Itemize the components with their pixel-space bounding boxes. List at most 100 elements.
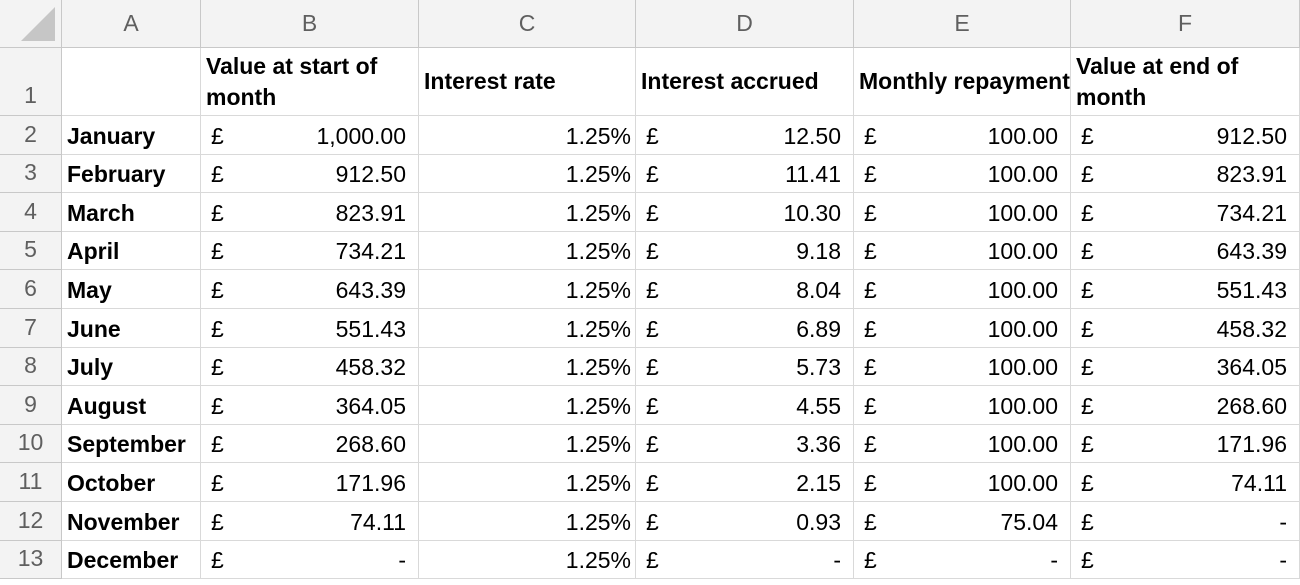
interest-accrued-cell[interactable]: £6.89	[636, 308, 854, 348]
end-value-cell[interactable]: £364.05	[1071, 347, 1300, 387]
start-value-cell[interactable]: £458.32	[201, 347, 419, 387]
start-value-cell[interactable]: £551.43	[201, 308, 419, 348]
header-interest-accrued[interactable]: Interest accrued	[636, 48, 854, 116]
start-value-cell[interactable]: £643.39	[201, 270, 419, 309]
month-cell[interactable]: May	[62, 270, 201, 309]
interest-accrued-cell[interactable]: £8.04	[636, 270, 854, 309]
repayment-cell[interactable]: £100.00	[854, 270, 1071, 309]
row-header-2[interactable]: 2	[0, 116, 62, 155]
row-header-10[interactable]: 10	[0, 424, 62, 464]
repayment-cell[interactable]: £100.00	[854, 116, 1071, 155]
month-cell[interactable]: June	[62, 308, 201, 348]
start-value-cell[interactable]: £912.50	[201, 154, 419, 194]
repayment-cell[interactable]: £100.00	[854, 463, 1071, 502]
interest-rate-cell[interactable]: 1.25%	[419, 154, 636, 194]
end-value-cell[interactable]: £551.43	[1071, 270, 1300, 309]
row-header-8[interactable]: 8	[0, 347, 62, 387]
month-cell[interactable]: August	[62, 386, 201, 425]
month-cell[interactable]: July	[62, 347, 201, 387]
header-end-value[interactable]: Value at end of month	[1071, 48, 1300, 116]
month-cell[interactable]: November	[62, 501, 201, 541]
header-interest-rate[interactable]: Interest rate	[419, 48, 636, 116]
repayment-cell[interactable]: £100.00	[854, 231, 1071, 271]
month-cell[interactable]: April	[62, 231, 201, 271]
start-value-cell[interactable]: £823.91	[201, 193, 419, 232]
end-value-cell[interactable]: £74.11	[1071, 463, 1300, 502]
end-value-cell[interactable]: £458.32	[1071, 308, 1300, 348]
row-header-11[interactable]: 11	[0, 463, 62, 502]
interest-rate-cell[interactable]: 1.25%	[419, 193, 636, 232]
row-header-7[interactable]: 7	[0, 308, 62, 348]
end-value-cell[interactable]: £823.91	[1071, 154, 1300, 194]
interest-rate-cell[interactable]: 1.25%	[419, 386, 636, 425]
cell-a1[interactable]	[62, 48, 201, 116]
row-header-3[interactable]: 3	[0, 154, 62, 194]
end-value-cell[interactable]: £912.50	[1071, 116, 1300, 155]
interest-rate-cell[interactable]: 1.25%	[419, 501, 636, 541]
currency-symbol: £	[1081, 508, 1094, 535]
repayment-cell[interactable]: £ -	[854, 540, 1071, 580]
repayment-cell[interactable]: £100.00	[854, 308, 1071, 348]
month-cell[interactable]: October	[62, 463, 201, 502]
interest-rate-cell[interactable]: 1.25%	[419, 308, 636, 348]
interest-accrued-cell[interactable]: £12.50	[636, 116, 854, 155]
end-value-cell[interactable]: £171.96	[1071, 424, 1300, 464]
row-header-13[interactable]: 13	[0, 540, 62, 580]
interest-accrued-cell[interactable]: £11.41	[636, 154, 854, 194]
currency-symbol: £	[646, 431, 659, 458]
start-value-cell[interactable]: £1,000.00	[201, 116, 419, 155]
repayment-cell[interactable]: £100.00	[854, 424, 1071, 464]
month-cell[interactable]: February	[62, 154, 201, 194]
interest-rate-cell[interactable]: 1.25%	[419, 347, 636, 387]
column-header-a[interactable]: A	[62, 0, 201, 48]
end-value-cell[interactable]: £ -	[1071, 501, 1300, 541]
row-header-4[interactable]: 4	[0, 193, 62, 232]
interest-accrued-cell[interactable]: £9.18	[636, 231, 854, 271]
header-start-value[interactable]: Value at start of month	[201, 48, 419, 116]
interest-accrued-cell[interactable]: £4.55	[636, 386, 854, 425]
row-header-5[interactable]: 5	[0, 231, 62, 271]
start-value-cell[interactable]: £171.96	[201, 463, 419, 502]
start-value-cell[interactable]: £734.21	[201, 231, 419, 271]
month-cell[interactable]: March	[62, 193, 201, 232]
repayment-cell[interactable]: £100.00	[854, 386, 1071, 425]
interest-rate-cell[interactable]: 1.25%	[419, 540, 636, 580]
month-cell[interactable]: January	[62, 116, 201, 155]
start-value-cell[interactable]: £268.60	[201, 424, 419, 464]
repayment-cell[interactable]: £100.00	[854, 154, 1071, 194]
end-value-cell[interactable]: £268.60	[1071, 386, 1300, 425]
column-header-e[interactable]: E	[854, 0, 1071, 48]
column-header-b[interactable]: B	[201, 0, 419, 48]
interest-accrued-cell[interactable]: £ -	[636, 540, 854, 580]
interest-rate-cell[interactable]: 1.25%	[419, 231, 636, 271]
end-value-cell[interactable]: £734.21	[1071, 193, 1300, 232]
start-value-cell[interactable]: £364.05	[201, 386, 419, 425]
interest-rate-cell[interactable]: 1.25%	[419, 424, 636, 464]
row-header-9[interactable]: 9	[0, 386, 62, 425]
interest-rate-cell[interactable]: 1.25%	[419, 270, 636, 309]
end-value-cell[interactable]: £ -	[1071, 540, 1300, 580]
start-value-cell[interactable]: £ -	[201, 540, 419, 580]
row-header-1[interactable]: 1	[0, 48, 62, 116]
interest-rate-cell[interactable]: 1.25%	[419, 116, 636, 155]
row-header-12[interactable]: 12	[0, 501, 62, 541]
month-cell[interactable]: December	[62, 540, 201, 580]
repayment-cell[interactable]: £100.00	[854, 347, 1071, 387]
interest-rate-cell[interactable]: 1.25%	[419, 463, 636, 502]
interest-accrued-cell[interactable]: £0.93	[636, 501, 854, 541]
interest-accrued-cell[interactable]: £3.36	[636, 424, 854, 464]
column-header-c[interactable]: C	[419, 0, 636, 48]
interest-accrued-cell[interactable]: £2.15	[636, 463, 854, 502]
month-cell[interactable]: September	[62, 424, 201, 464]
end-value-cell[interactable]: £643.39	[1071, 231, 1300, 271]
header-monthly-repayment[interactable]: Monthly repayment	[854, 48, 1071, 116]
select-all-corner[interactable]	[0, 0, 62, 48]
row-header-6[interactable]: 6	[0, 270, 62, 309]
column-header-f[interactable]: F	[1071, 0, 1300, 48]
repayment-cell[interactable]: £75.04	[854, 501, 1071, 541]
start-value-cell[interactable]: £74.11	[201, 501, 419, 541]
interest-accrued-cell[interactable]: £5.73	[636, 347, 854, 387]
interest-accrued-cell[interactable]: £10.30	[636, 193, 854, 232]
repayment-cell[interactable]: £100.00	[854, 193, 1071, 232]
column-header-d[interactable]: D	[636, 0, 854, 48]
